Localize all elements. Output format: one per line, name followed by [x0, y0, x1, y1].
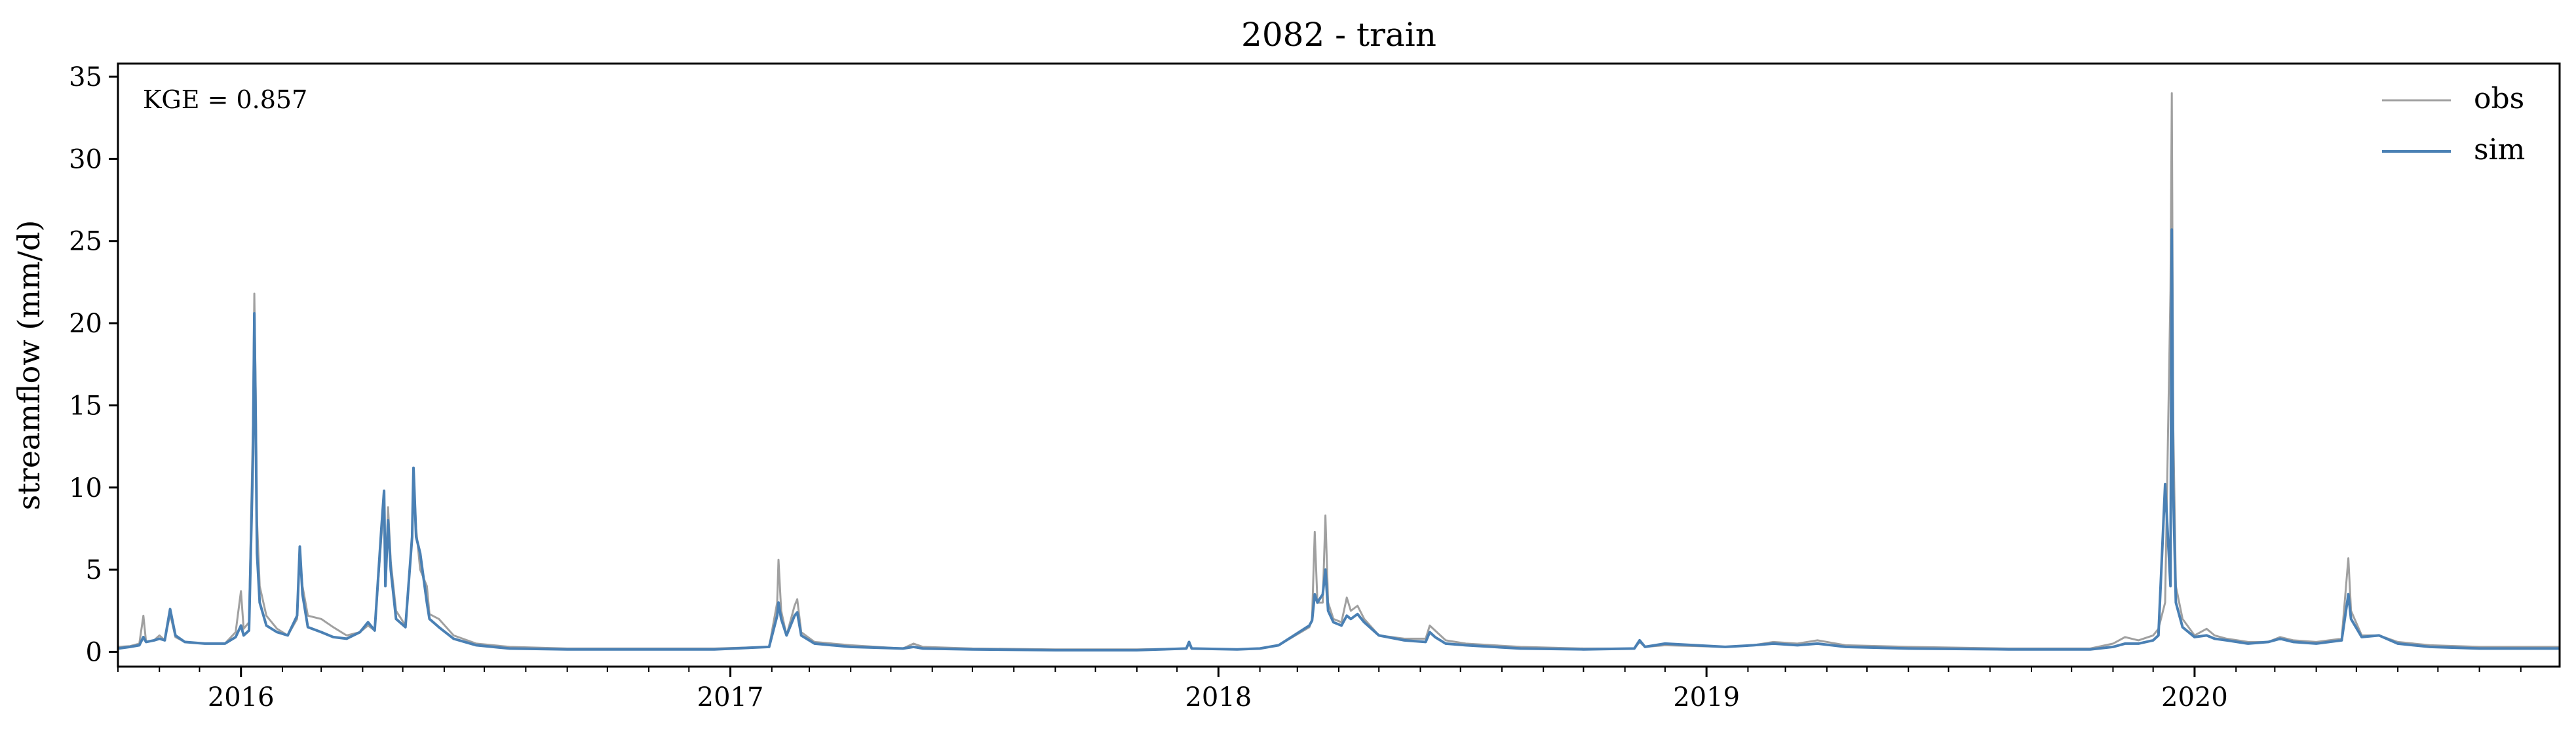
legend-label-sim: sim [2474, 133, 2525, 166]
legend-label-obs: obs [2474, 82, 2524, 115]
legend: obs sim [2382, 82, 2525, 166]
y-tick-label: 15 [69, 391, 102, 421]
x-tick-label: 2016 [208, 682, 275, 713]
x-axis-ticks: 2016 2017 2018 2019 2020 [117, 667, 2522, 713]
y-tick-label: 35 [69, 62, 102, 92]
x-tick-label: 2019 [1673, 682, 1740, 713]
plot-lines [117, 92, 2560, 652]
y-axis-ticks: 0 5 10 15 20 25 30 35 [69, 62, 118, 667]
y-tick-label: 5 [86, 555, 102, 585]
y-tick-label: 0 [86, 637, 102, 667]
y-axis-label: streamflow (mm/d) [11, 220, 47, 511]
x-tick-label: 2020 [2161, 682, 2228, 713]
y-tick-label: 30 [69, 144, 102, 174]
plot-frame [117, 62, 2561, 668]
chart-title: 2082 - train [1241, 16, 1436, 54]
y-tick-label: 10 [69, 473, 102, 503]
series-line-sim [117, 228, 2560, 652]
kge-annotation: KGE = 0.857 [143, 85, 307, 114]
y-tick-label: 20 [69, 309, 102, 339]
x-tick-label: 2017 [697, 682, 764, 713]
y-tick-label: 25 [69, 227, 102, 257]
x-tick-label: 2018 [1185, 682, 1252, 713]
